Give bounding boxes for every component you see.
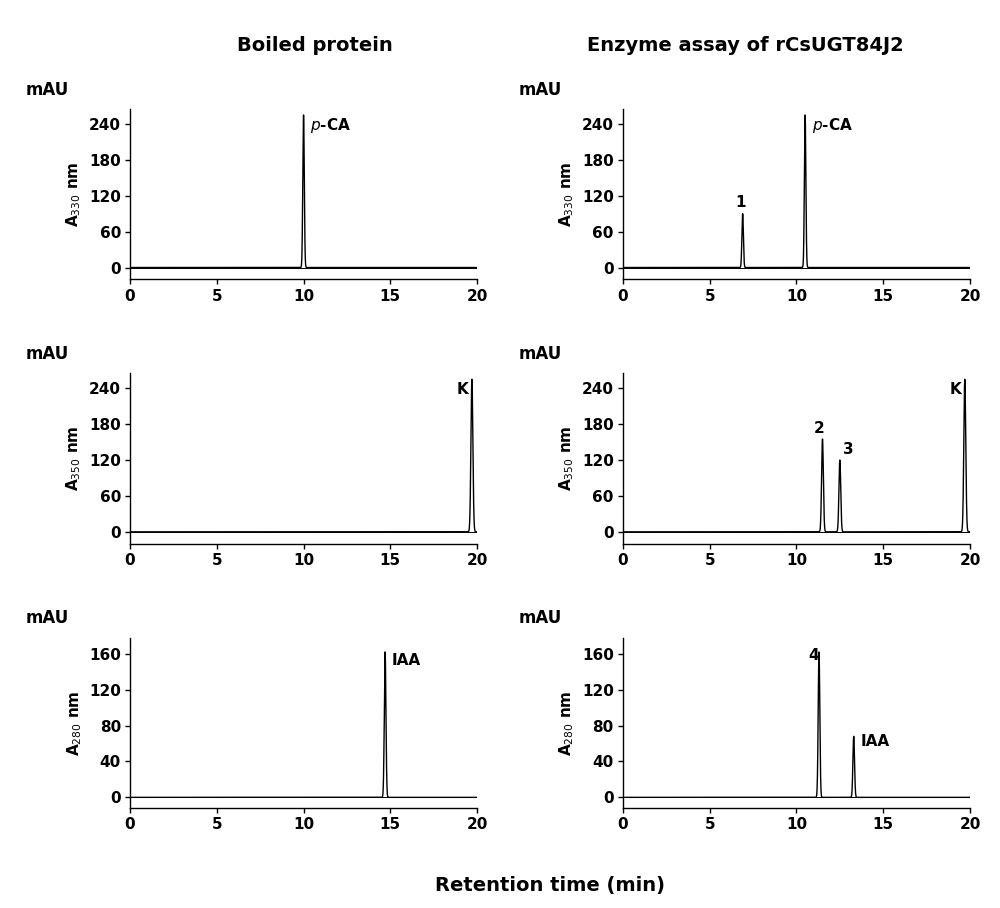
Y-axis label: A$_{330}$ nm: A$_{330}$ nm	[558, 162, 576, 227]
Text: $\mathbf{\mathit{p}}$-CA: $\mathbf{\mathit{p}}$-CA	[310, 115, 351, 134]
Text: Retention time (min): Retention time (min)	[435, 876, 665, 894]
Text: K: K	[949, 382, 961, 397]
Text: IAA: IAA	[861, 735, 890, 749]
Y-axis label: A$_{350}$ nm: A$_{350}$ nm	[558, 426, 576, 491]
Text: mAU: mAU	[519, 81, 562, 99]
Text: IAA: IAA	[392, 654, 421, 668]
Y-axis label: A$_{280}$ nm: A$_{280}$ nm	[65, 690, 84, 755]
Text: mAU: mAU	[26, 609, 69, 627]
Text: mAU: mAU	[26, 81, 69, 99]
Y-axis label: A$_{280}$ nm: A$_{280}$ nm	[558, 690, 576, 755]
Text: mAU: mAU	[26, 345, 69, 363]
Text: 3: 3	[843, 442, 854, 457]
Text: 2: 2	[814, 421, 825, 437]
Text: mAU: mAU	[519, 609, 562, 627]
Text: K: K	[456, 382, 468, 397]
Text: 4: 4	[809, 648, 819, 663]
Y-axis label: A$_{330}$ nm: A$_{330}$ nm	[65, 162, 83, 227]
Text: Boiled protein: Boiled protein	[237, 36, 393, 54]
Text: $\mathbf{\mathit{p}}$-CA: $\mathbf{\mathit{p}}$-CA	[812, 115, 853, 134]
Text: Enzyme assay of rCsUGT84J2: Enzyme assay of rCsUGT84J2	[587, 36, 903, 54]
Text: mAU: mAU	[519, 345, 562, 363]
Y-axis label: A$_{350}$ nm: A$_{350}$ nm	[65, 426, 83, 491]
Text: 1: 1	[736, 195, 746, 211]
